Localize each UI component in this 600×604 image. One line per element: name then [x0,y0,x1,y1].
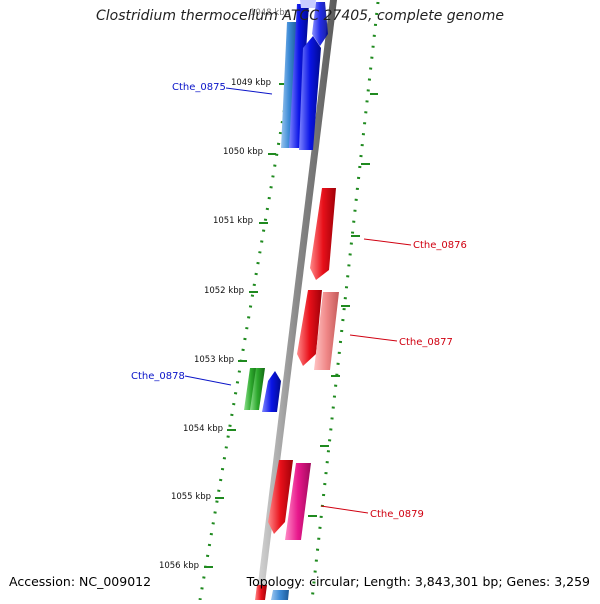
gene-label-cthe-0877[interactable]: Cthe_0877 [399,337,453,348]
ruler-label-1052: 1052 kbp [204,286,244,296]
gene-feature-lightblue-bottom[interactable] [271,590,289,600]
gene-feature-red-0879[interactable] [268,460,293,534]
gene-feature-light-blue[interactable] [281,22,297,148]
gene-feature-magenta-0879[interactable] [285,463,311,540]
topology-summary: Topology: circular; Length: 3,843,301 bp… [246,574,590,589]
label-connector-0875 [225,87,273,95]
gene-feature-red-bottom[interactable] [255,585,267,600]
gene-feature-red-0876[interactable] [310,188,336,280]
major-ticks [204,83,378,568]
label-connector-0876 [363,238,412,246]
label-connector-0877 [349,334,398,342]
gene-feature-lightred-0877[interactable] [314,292,339,370]
ruler-label-1048: 1048 kbp [250,8,290,18]
ruler-label-1054: 1054 kbp [183,424,223,434]
genome-title: Clostridium thermocellum ATCC 27405, com… [96,8,504,24]
gene-label-cthe-0879[interactable]: Cthe_0879 [370,509,424,520]
gene-feature-blue-small-arrow[interactable] [262,371,281,412]
accession-text: Accession: NC_009012 [9,574,152,589]
gene-label-cthe-0876[interactable]: Cthe_0876 [413,240,467,251]
ruler-label-1050: 1050 kbp [223,147,263,157]
label-connector-0879 [320,505,369,514]
ruler-label-1051: 1051 kbp [213,216,253,226]
ruler-label-1053: 1053 kbp [194,355,234,365]
gene-label-cthe-0875[interactable]: Cthe_0875 [172,82,226,93]
ruler-label-1055: 1055 kbp [171,492,211,502]
gene-feature-red-0877[interactable] [297,290,322,366]
gene-feature-blue-arrow[interactable] [299,36,321,150]
gene-feature-blue[interactable] [289,4,309,148]
genome-backbone [256,0,337,600]
gene-label-cthe-0878[interactable]: Cthe_0878 [131,371,185,382]
gene-feature-blue-faded [300,0,316,8]
ruler-label-1049: 1049 kbp [231,78,271,88]
outer-tick-track [310,1,380,601]
gene-feature-blue-top-arrow[interactable] [312,2,328,46]
gene-feature-green-2[interactable] [250,368,265,410]
label-connector-0878 [184,375,232,386]
ruler-label-1056: 1056 kbp [159,561,199,571]
